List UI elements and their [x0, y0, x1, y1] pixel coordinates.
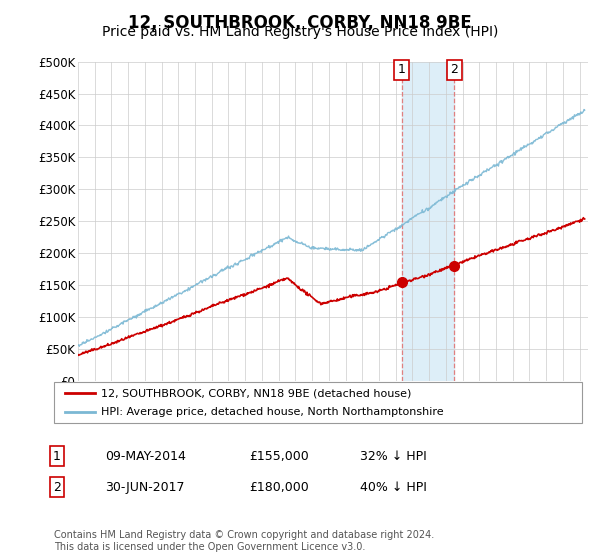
Text: 12, SOUTHBROOK, CORBY, NN18 9BE: 12, SOUTHBROOK, CORBY, NN18 9BE [128, 14, 472, 32]
Text: HPI: Average price, detached house, North Northamptonshire: HPI: Average price, detached house, Nort… [101, 407, 443, 417]
Text: £155,000: £155,000 [249, 450, 309, 463]
Text: £180,000: £180,000 [249, 480, 309, 494]
Text: Contains HM Land Registry data © Crown copyright and database right 2024.
This d: Contains HM Land Registry data © Crown c… [54, 530, 434, 552]
Text: 1: 1 [53, 450, 61, 463]
Text: Price paid vs. HM Land Registry's House Price Index (HPI): Price paid vs. HM Land Registry's House … [102, 25, 498, 39]
Text: 12, SOUTHBROOK, CORBY, NN18 9BE (detached house): 12, SOUTHBROOK, CORBY, NN18 9BE (detache… [101, 389, 411, 398]
Text: 2: 2 [53, 480, 61, 494]
Text: 2: 2 [450, 63, 458, 76]
Bar [402, 62, 454, 381]
Text: 1: 1 [398, 63, 406, 76]
Text: 30-JUN-2017: 30-JUN-2017 [105, 480, 185, 494]
Text: 09-MAY-2014: 09-MAY-2014 [105, 450, 186, 463]
Text: 40% ↓ HPI: 40% ↓ HPI [360, 480, 427, 494]
Text: 32% ↓ HPI: 32% ↓ HPI [360, 450, 427, 463]
